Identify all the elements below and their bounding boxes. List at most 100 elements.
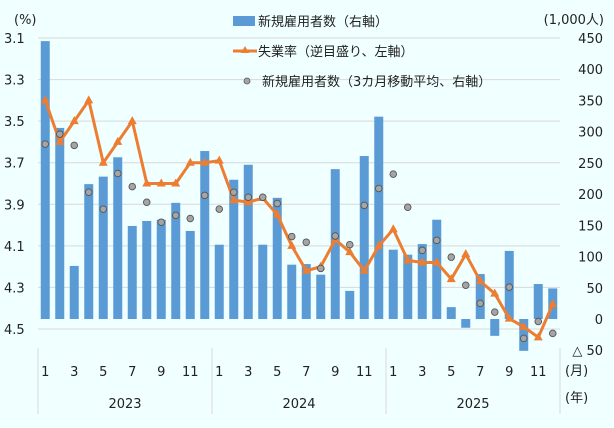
month-tick-label: 1: [41, 365, 49, 380]
month-unit-label: (月): [565, 364, 588, 379]
right-axis-tick: 250: [578, 157, 603, 172]
bar: [359, 156, 369, 319]
triangle-marker-icon: [214, 155, 224, 164]
moving-average-dot: [433, 236, 441, 245]
left-axis-tick: 3.3: [4, 74, 25, 89]
bar: [142, 220, 152, 319]
month-tick-label: 1: [389, 365, 397, 380]
triangle-marker-icon: [229, 195, 239, 204]
bar: [301, 264, 311, 319]
bar: [113, 157, 123, 319]
bar: [330, 169, 340, 319]
triangle-marker-icon: [490, 288, 500, 297]
triangle-marker-icon: [84, 95, 94, 104]
scatter-series-moving-average: [41, 130, 557, 343]
gridlines: [38, 37, 560, 330]
triangle-marker-icon: [504, 313, 514, 322]
triangle-marker-icon: [185, 157, 195, 166]
bar: [69, 265, 79, 319]
month-tick-label: 5: [447, 365, 455, 380]
unemployment-line: [43, 96, 555, 340]
axes: (%) (1,000人) 3.1 3.3 3.5 3.7 3.9 4.1 4.3 4.5 450…: [4, 13, 604, 359]
month-tick-label: 7: [476, 365, 484, 380]
dot-marker-icon: [243, 77, 251, 85]
triangle-marker-icon: [374, 240, 384, 249]
moving-average-dot: [520, 334, 528, 343]
x-axis: (月) (年) 1 3 5 7 9 11 2023 1 3 5 7 9 11 2024 1 3 5 7 9 11 202…: [37, 348, 588, 414]
left-axis-tick: 4.3: [4, 281, 25, 296]
moving-average-dot: [41, 140, 50, 148]
moving-average-dot: [331, 232, 340, 240]
left-axis-unit-label: (%): [14, 13, 37, 28]
year-label: 2023: [108, 397, 141, 412]
line-series-unemployment-rate: [40, 95, 558, 341]
bar: [374, 116, 384, 320]
month-tick-label: 9: [505, 365, 513, 380]
triangle-marker-icon: [142, 178, 152, 187]
bar-swatch-icon: [233, 16, 255, 26]
triangle-marker-icon: [519, 321, 529, 330]
right-axis-tick: 100: [578, 251, 603, 266]
triangle-marker-icon: [98, 157, 108, 166]
moving-average-dot: [346, 240, 354, 249]
moving-average-dot: [288, 232, 296, 241]
triangle-marker-icon: [113, 136, 123, 145]
legend-label-bars: 新規雇用者数（右軸）: [258, 14, 388, 30]
bar: [461, 319, 471, 328]
triangle-marker-icon: [243, 197, 253, 206]
right-axis-tick: 300: [578, 126, 603, 141]
right-axis-tick: 0: [595, 313, 603, 328]
bar: [287, 264, 297, 319]
left-axis-tick: 3.5: [4, 115, 25, 130]
triangle-marker-icon: [345, 247, 355, 256]
legend-item-bars: 新規雇用者数（右軸）: [233, 14, 388, 30]
triangle-marker-icon: [417, 257, 427, 266]
month-tick-label: 1: [215, 365, 223, 380]
triangle-marker-icon: [359, 265, 369, 274]
month-tick-label: 3: [244, 365, 252, 380]
right-axis-tick: 400: [578, 63, 603, 78]
triangle-marker-icon: [432, 257, 442, 266]
triangle-marker-icon: [548, 299, 558, 308]
triangle-marker-icon: [287, 240, 297, 249]
month-tick-label: 5: [273, 365, 281, 380]
month-tick-label: 7: [302, 365, 310, 380]
moving-average-dot: [84, 188, 93, 196]
triangle-marker-icon: [241, 46, 249, 53]
bar: [388, 249, 398, 319]
year-label: 2024: [282, 397, 315, 412]
moving-average-dot: [404, 203, 412, 211]
moving-average-dot: [157, 218, 165, 226]
month-tick-label: 3: [70, 365, 78, 380]
moving-average-dot: [389, 170, 398, 178]
bar: [316, 274, 326, 319]
moving-average-dot: [70, 141, 78, 150]
triangle-marker-icon: [127, 116, 137, 125]
month-tick-label: 7: [128, 365, 136, 380]
month-tick-label: 5: [99, 365, 107, 380]
triangle-marker-icon: [171, 178, 181, 187]
bar: [446, 307, 456, 319]
bar: [403, 254, 413, 319]
triangle-marker-icon: [461, 249, 471, 258]
triangle-marker-icon: [446, 274, 456, 283]
bar: [200, 151, 210, 319]
left-axis-tick: 4.5: [4, 323, 25, 338]
right-axis-tick: 50: [586, 282, 603, 297]
bar: [243, 164, 253, 319]
bar: [55, 127, 65, 319]
moving-average-dot: [462, 281, 470, 290]
bar: [214, 244, 224, 319]
moving-average-dot: [244, 193, 252, 201]
moving-average-dot: [128, 182, 136, 191]
triangle-marker-icon: [388, 224, 398, 233]
bar: [533, 284, 543, 319]
legend-label-line: 失業率（逆目盛り、左軸）: [258, 44, 413, 60]
year-unit-label: (年): [565, 391, 588, 406]
bar-series-new-hires: [40, 41, 558, 351]
left-axis-tick: 3.9: [4, 198, 25, 213]
moving-average-dot: [476, 299, 485, 308]
left-axis-tick: 4.1: [4, 240, 25, 255]
right-axis-tick: △ 50: [572, 344, 603, 359]
